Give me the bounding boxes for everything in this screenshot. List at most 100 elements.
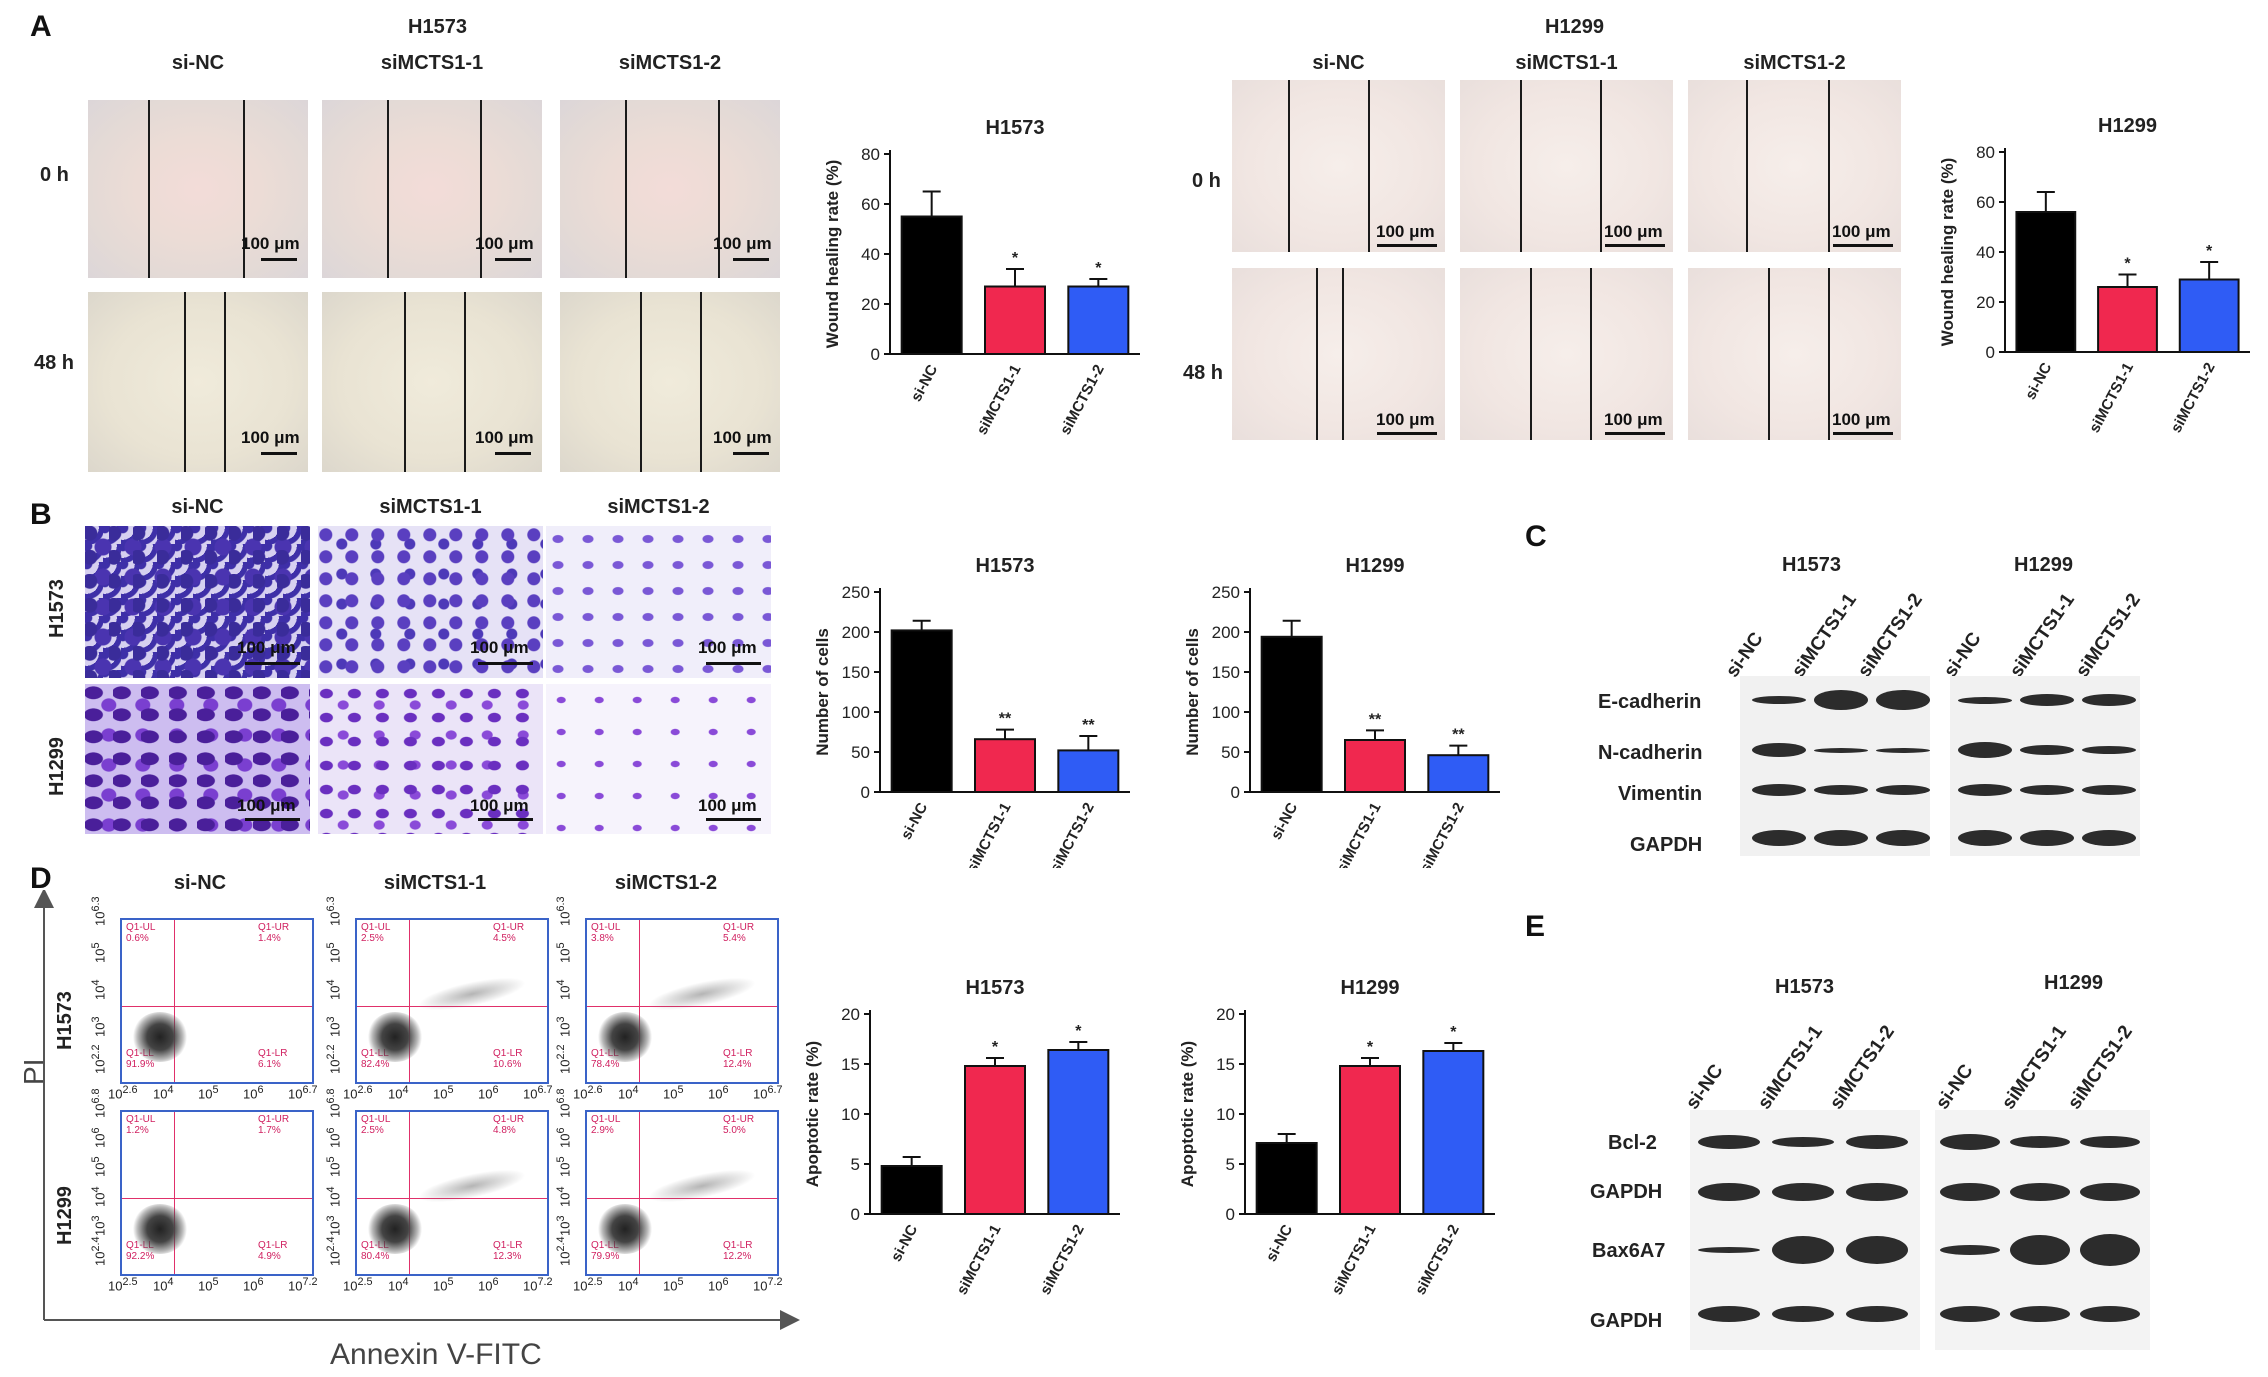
bar-si-NC [900,215,963,355]
blot-band-e-h1573 [1846,1236,1908,1264]
flow-x-tick-label: 104 [618,1276,639,1294]
bar-siMCTS1-1 [1344,739,1406,793]
flow-x-tick-label: 106 [243,1084,264,1102]
significance-mark: * [2206,243,2213,260]
flow-y-tick-label: 106.8 [555,1088,573,1118]
x-tick-label: si-NC [1263,1222,1296,1265]
quadrant-label: Q1-UL 3.8% [591,922,621,944]
y-tick-label: 10 [1216,1105,1235,1124]
y-axis-label: Number of cells [1183,628,1202,756]
blot-band-e-h1573 [1772,1137,1834,1147]
flow-x-tick-label: 106.7 [288,1084,318,1102]
blot-band-c-h1299 [1958,696,2012,704]
y-tick-label: 200 [1212,623,1240,642]
flow-y-tick-label: 106 [555,1127,573,1148]
bar-si-NC [880,1165,943,1215]
flow-x-tick-label: 107.2 [288,1276,318,1294]
blot-band-c-h1573 [1752,784,1806,796]
flow-y-tick-label: 105 [555,942,573,964]
x-tick-label: siMCTS1-2 [2168,360,2219,436]
wound-image-h1573-sinc-0h: 100 μm [88,100,308,278]
flow-y-tick-label: 106.3 [325,896,343,926]
quadrant-label: Q1-UL 2.5% [361,1114,391,1136]
blot-band-e-h1573 [1846,1135,1908,1149]
panel-c-h1299-lane-label: siMCTS1-2 [2071,589,2145,682]
x-tick-label: siMCTS1-2 [1412,1222,1463,1298]
flow-x-tick-label: 106 [478,1276,499,1294]
flow-y-tick-label: 105 [555,1156,573,1178]
y-tick-label: 150 [842,663,870,682]
flow-y-tick-label: 106 [90,1127,108,1148]
flow-y-tick-label: 105 [90,942,108,964]
bar-siMCTS1-2 [1067,285,1130,355]
y-tick-label: 100 [842,703,870,722]
bar-si-NC [890,629,953,794]
y-axis-label: Wound healing rate (%) [1938,158,1957,347]
chart-title: H1299 [1341,977,1400,999]
significance-mark: * [1012,250,1019,267]
x-tick-label: siMCTS1-1 [2086,360,2137,436]
quadrant-label: Q1-LR 12.4% [723,1048,753,1070]
panel-a-h1573-row-48h: 48 h [34,352,75,374]
flow-y-tick-label: 102.2 [555,1044,573,1074]
chart-title: H1573 [976,555,1035,577]
blot-band-c-h1573 [1814,690,1868,710]
invasion-image-h1573-mcts2: 100 μm [546,526,771,678]
invasion-image-h1573-sinc: 100 μm [85,526,310,678]
flow-x-tick-label: 102.5 [108,1276,138,1294]
significance-mark: * [1450,1024,1457,1041]
blot-band-e-h1573 [1698,1135,1760,1149]
flow-y-tick-label: 102.2 [90,1044,108,1074]
panel-b-row-h1299: H1299 [46,737,68,796]
flow-y-tick-label: 103 [555,1016,573,1038]
blot-band-c-h1299 [1958,784,2012,796]
panel-letter-b: B [30,498,52,531]
chart-title: H1573 [966,977,1025,999]
blot-band-c-h1573 [1752,830,1806,846]
y-axis-label: Apoptotic rate (%) [803,1041,822,1187]
bar-si-NC [1255,1142,1318,1215]
blot-band-c-h1573 [1876,690,1930,710]
invasion-image-h1299-mcts2: 100 μm [546,684,771,834]
wound-image-h1573-mcts1-0h: 100 μm [322,100,542,278]
significance-mark: * [1075,1023,1082,1040]
y-tick-label: 15 [841,1055,860,1074]
quadrant-label: Q1-UR 5.4% [723,922,755,944]
flow-y-tick-label: 106.8 [325,1088,343,1118]
x-tick-label: siMCTS1-2 [1417,800,1468,868]
flow-y-tick-label: 102.4 [555,1236,573,1266]
wound-image-h1299-mcts1-48h: 100 μm [1460,268,1673,440]
y-axis-label: Apoptotic rate (%) [1178,1041,1197,1187]
flow-x-tick-label: 106 [243,1276,264,1294]
chart-title: H1299 [1346,555,1405,577]
flow-y-tick-label: 105 [90,1156,108,1178]
event-tail [645,1162,759,1210]
invasion-image-h1299-mcts1: 100 μm [318,684,543,834]
panel-e-h1573-lane-label: siMCTS1-1 [1753,1021,1827,1114]
blot-band-e-h1299 [1940,1134,2000,1150]
y-tick-label: 40 [861,245,880,264]
wound-image-h1573-mcts2-48h: 100 μm [560,292,780,472]
flow-x-tick-label: 102.6 [108,1084,138,1102]
panel-e-h1573-title: H1573 [1775,976,1834,998]
wound-image-h1299-sinc-48h: 100 μm [1232,268,1445,440]
panel-d-x-axis-label: Annexin V-FITC [330,1338,542,1371]
blot-band-c-h1299 [2020,694,2074,706]
flow-y-tick-label: 103 [325,1215,343,1237]
panel-e-h1299-lane-label: siMCTS1-2 [2063,1021,2137,1114]
blot-band-e-h1299 [2010,1183,2070,1201]
significance-mark: ** [999,711,1012,728]
y-tick-label: 60 [861,195,880,214]
panel-c-h1299-lane-label: siMCTS1-1 [2005,589,2079,682]
significance-mark: ** [1369,711,1382,728]
x-tick-label: siMCTS1-1 [1334,800,1385,868]
event-cloud [367,1204,423,1254]
panel-a-h1299-title: H1299 [1545,16,1604,38]
flow-y-tick-label: 102.4 [90,1236,108,1266]
x-tick-label: si-NC [908,362,941,405]
flow-y-tick-label: 103 [325,1016,343,1038]
flow-x-tick-label: 102.6 [343,1084,373,1102]
panel-e-h1299-lane-label: siMCTS1-1 [1997,1021,2071,1114]
